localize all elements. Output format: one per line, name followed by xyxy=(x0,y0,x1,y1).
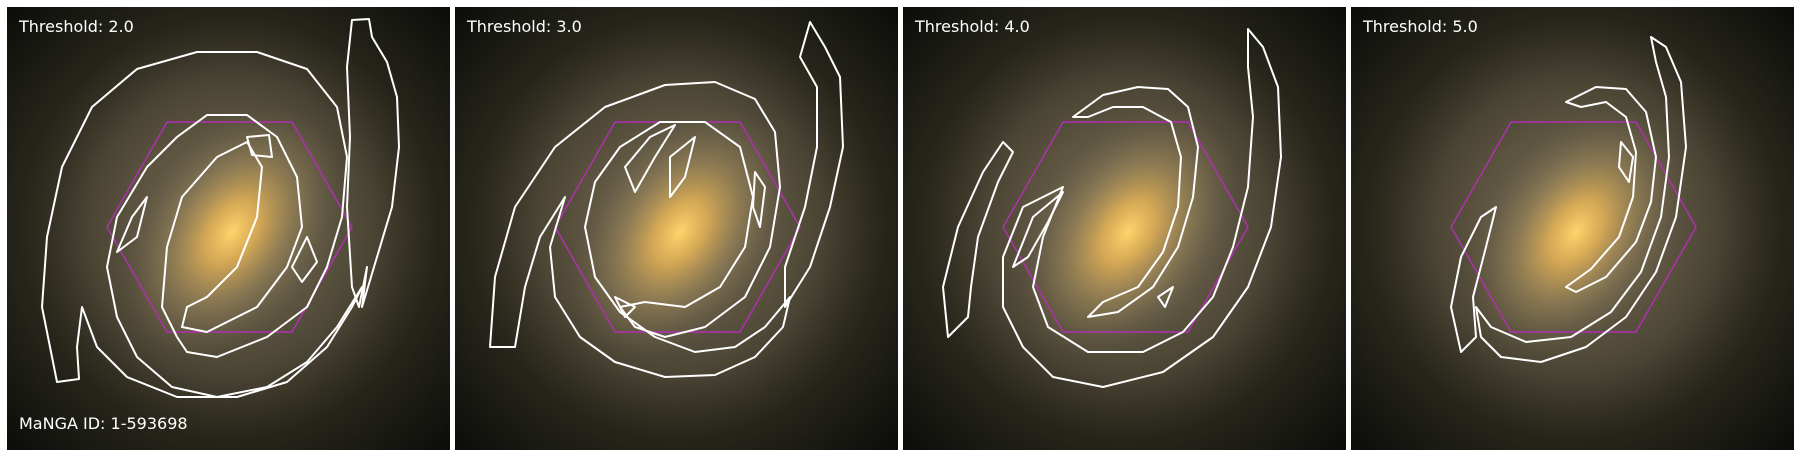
galaxy-panel-threshold-2: Threshold: 2.0 MaNGA ID: 1-593698 xyxy=(7,7,450,450)
ifu-hexagon xyxy=(106,121,353,333)
manga-id-label: MaNGA ID: 1-593698 xyxy=(19,414,188,433)
threshold-label: Threshold: 3.0 xyxy=(467,17,582,36)
galaxy-panel-threshold-3: Threshold: 3.0 xyxy=(455,7,898,450)
contour-lines xyxy=(489,21,844,378)
threshold-label: Threshold: 5.0 xyxy=(1363,17,1478,36)
ifu-hexagon xyxy=(1002,121,1249,333)
galaxy-image xyxy=(1351,7,1794,450)
galaxy-panel-threshold-5: Threshold: 5.0 xyxy=(1351,7,1794,450)
galaxy-image xyxy=(903,7,1346,450)
threshold-label: Threshold: 4.0 xyxy=(915,17,1030,36)
contour-lines xyxy=(1450,36,1687,363)
threshold-label: Threshold: 2.0 xyxy=(19,17,134,36)
contour-lines xyxy=(942,28,1282,388)
ifu-hexagon xyxy=(1450,121,1697,333)
galaxy-image xyxy=(455,7,898,450)
contour-lines xyxy=(41,18,400,398)
galaxy-image xyxy=(7,7,450,450)
galaxy-panel-threshold-4: Threshold: 4.0 xyxy=(903,7,1346,450)
